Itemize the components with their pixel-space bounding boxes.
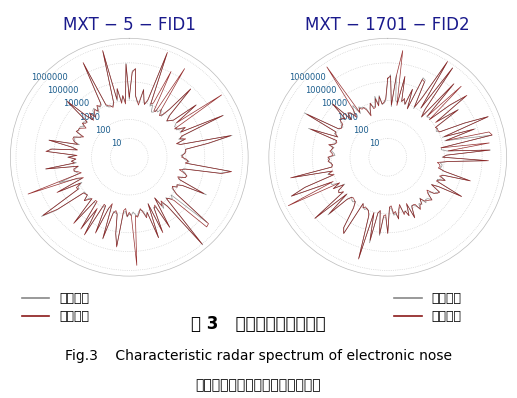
- Text: Fig.3    Characteristic radar spectrum of electronic nose: Fig.3 Characteristic radar spectrum of e…: [65, 349, 452, 363]
- Text: 图 3   电子鼻雷达特征图谱: 图 3 电子鼻雷达特征图谱: [191, 315, 326, 334]
- Title: MXT − 1701 − FID2: MXT − 1701 − FID2: [306, 16, 470, 34]
- Title: MXT − 5 − FID1: MXT − 5 − FID1: [63, 16, 196, 34]
- Text: 注：左：高极性柱；右：中极性柱: 注：左：高极性柱；右：中极性柱: [196, 378, 321, 392]
- Legend: 自然冷却, 真空冷却: 自然冷却, 真空冷却: [389, 287, 467, 328]
- Legend: 自然冷却, 真空冷却: 自然冷却, 真空冷却: [17, 287, 94, 328]
